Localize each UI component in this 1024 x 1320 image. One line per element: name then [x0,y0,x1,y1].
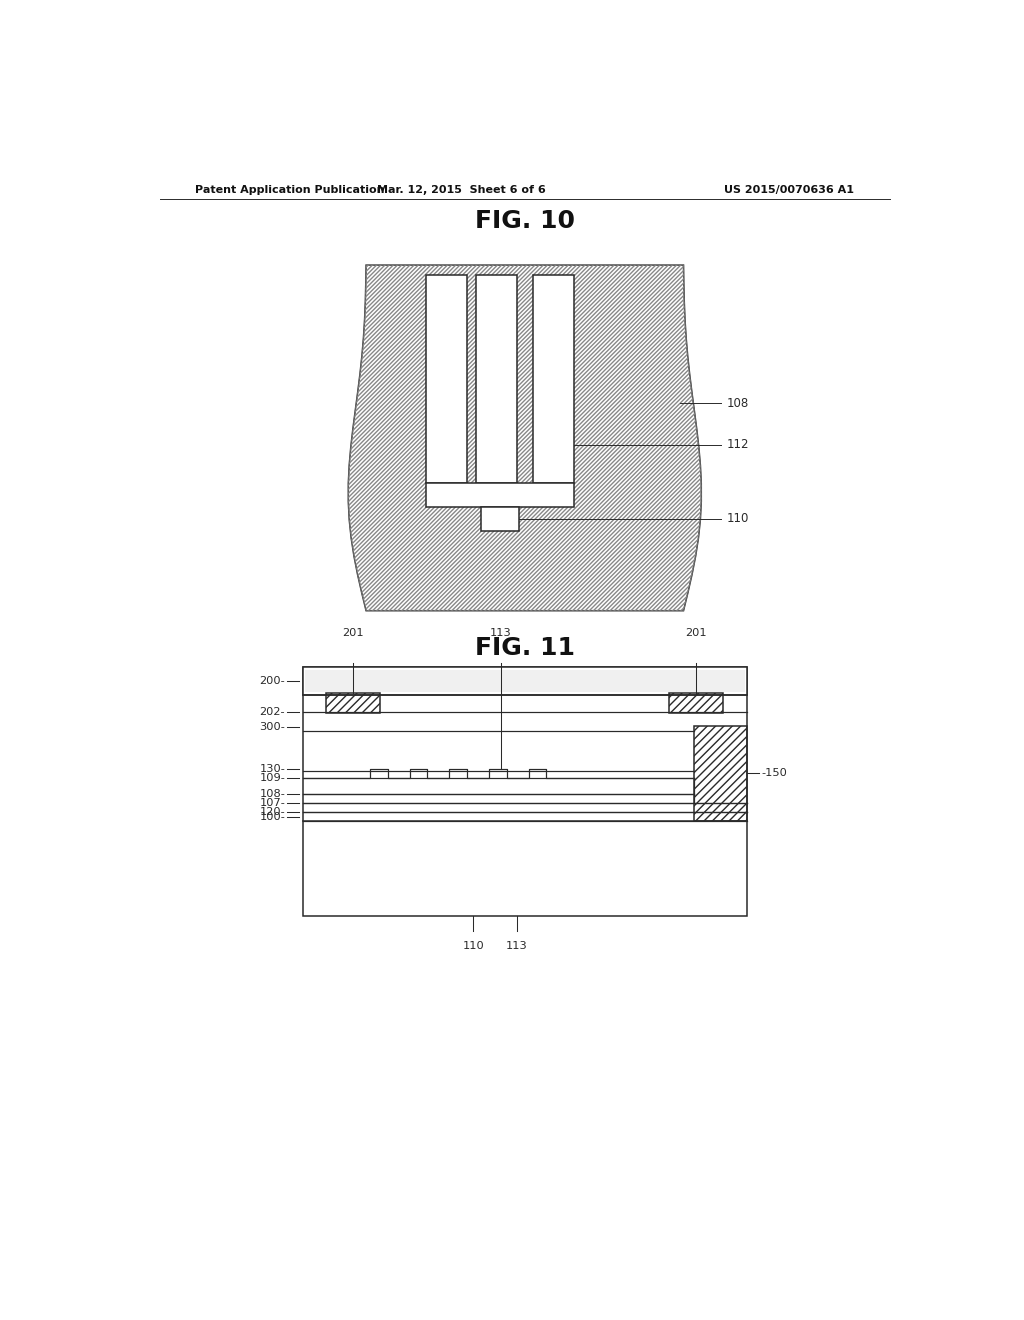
Bar [693,726,748,821]
Bar [426,276,467,483]
Text: 110: 110 [727,512,750,525]
Text: 108-: 108- [259,788,285,799]
Text: 107-: 107- [259,797,285,808]
Text: 113: 113 [490,628,512,638]
Text: 120-: 120- [259,807,285,817]
Text: 112: 112 [727,438,750,451]
Text: 130-: 130- [259,764,285,775]
Text: 113: 113 [506,941,527,950]
Text: 201: 201 [343,628,365,638]
Text: 200-: 200- [259,676,285,686]
Bar [480,507,519,531]
Text: -150: -150 [761,768,787,779]
Text: 110: 110 [463,941,484,950]
Text: 300-: 300- [259,722,285,731]
Bar [532,276,574,483]
Bar [670,693,723,713]
Bar [305,669,744,692]
Text: US 2015/0070636 A1: US 2015/0070636 A1 [724,185,854,195]
Text: 109-: 109- [259,774,285,783]
Bar [426,483,574,507]
Bar [303,667,748,916]
Bar [327,693,380,713]
Bar [303,667,748,696]
Bar [475,276,517,483]
Text: 201: 201 [685,628,707,638]
Text: 100-: 100- [259,812,285,822]
Text: Mar. 12, 2015  Sheet 6 of 6: Mar. 12, 2015 Sheet 6 of 6 [377,185,546,195]
Text: 108: 108 [727,397,750,409]
Text: FIG. 10: FIG. 10 [475,210,574,234]
Text: Patent Application Publication: Patent Application Publication [196,185,385,195]
Polygon shape [348,265,701,611]
Text: 202-: 202- [259,708,285,717]
Text: FIG. 11: FIG. 11 [475,636,574,660]
